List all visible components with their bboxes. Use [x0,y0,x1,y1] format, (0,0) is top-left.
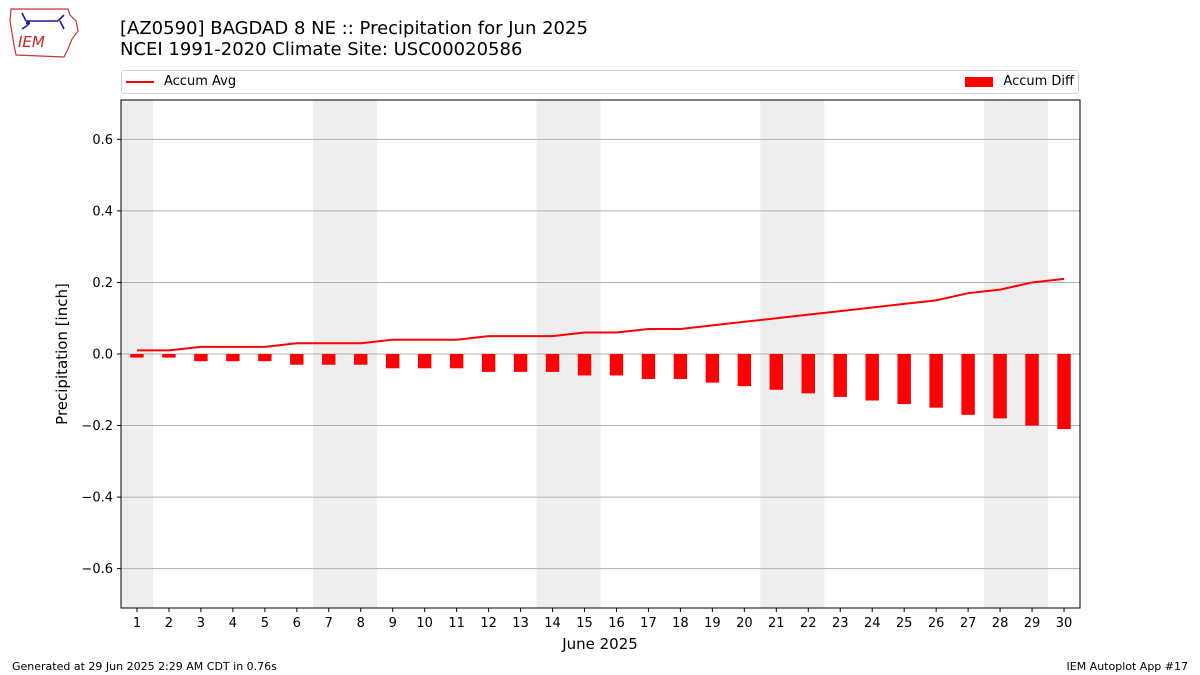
accum-diff-bar [162,354,176,358]
accum-diff-bar [258,354,272,362]
x-tick-label: 11 [448,616,465,631]
accum-diff-bar [737,354,752,387]
x-tick-label: 21 [768,616,785,631]
x-tick-label: 30 [1056,616,1073,631]
accum-diff-bar [226,354,240,362]
weather-station-icon [21,12,65,30]
y-tick-label: 0.0 [92,348,113,363]
y-tick-label: −0.2 [81,419,113,434]
x-tick-label: 9 [389,616,397,631]
x-tick-label: 14 [544,616,561,631]
accum-diff-bar [993,354,1007,419]
iem-logo: IEM [9,8,79,58]
x-axis-label: June 2025 [561,635,638,653]
x-tick-label: 22 [800,616,817,631]
x-tick-label: 5 [261,616,269,631]
svg-text:IEM: IEM [18,33,45,51]
chart-legend: Accum Avg Accum Diff [121,70,1079,94]
app-credit: IEM Autoplot App #17 [1066,660,1189,673]
x-tick-label: 17 [640,616,657,631]
legend-bar-swatch [965,76,994,87]
accum-diff-bar [1025,354,1039,426]
accum-diff-bar [130,354,144,358]
accum-diff-bar [1057,354,1071,430]
x-tick-label: 27 [960,616,977,631]
accum-diff-bar [897,354,911,405]
x-tick-label: 4 [229,616,237,631]
accum-diff-bar [865,354,879,401]
accum-diff-bar [481,354,496,372]
x-tick-label: 20 [736,616,753,631]
legend-label-accum-diff: Accum Diff [1003,74,1074,89]
x-tick-label: 6 [293,616,301,631]
x-tick-label: 18 [672,616,689,631]
x-tick-label: 26 [928,616,945,631]
accum-diff-bar [801,354,815,394]
accum-diff-bar [417,354,432,369]
x-tick-label: 8 [357,616,365,631]
accum-diff-bar [961,354,975,415]
legend-entry-accum-diff: Accum Diff [965,74,1074,89]
x-tick-label: 28 [992,616,1009,631]
legend-label-accum-avg: Accum Avg [164,74,237,89]
x-tick-label: 13 [512,616,529,631]
accum-diff-bars [130,354,1071,430]
y-tick-label: 0.6 [92,133,113,148]
accum-diff-bar [322,354,336,365]
x-tick-label: 7 [325,616,333,631]
x-tick-label: 10 [416,616,433,631]
y-tick-label: −0.6 [81,562,113,577]
x-axis: 1 2 3 4 5 6 7 8 9 10 11 12 13 14 15 16 17 18 19 20 21 22 23 24 2… [133,608,1072,631]
y-axis: −0.6 −0.4 −0.2 0.0 0.2 0.4 0.6 [81,133,121,577]
x-tick-label: 19 [704,616,721,631]
chart-title: [AZ0590] BAGDAD 8 NE :: Precipitation fo… [120,18,588,60]
accum-diff-bar [769,354,784,390]
legend-entry-accum-avg: Accum Avg [126,74,236,89]
accum-diff-bar [545,354,560,372]
accum-diff-bar [290,354,304,365]
x-tick-label: 24 [864,616,881,631]
y-axis-label: Precipitation [inch] [53,283,71,425]
accum-diff-bar [609,354,624,376]
accum-diff-bar [833,354,847,397]
x-tick-label: 2 [165,616,173,631]
x-tick-label: 3 [197,616,205,631]
accum-avg-line [136,277,1065,352]
accum-diff-bar [641,354,656,380]
legend-line-swatch [126,80,154,83]
x-tick-label: 15 [576,616,593,631]
x-tick-label: 16 [608,616,625,631]
accum-diff-bar [194,354,208,362]
accum-diff-bar [705,354,720,383]
accum-diff-bar [354,354,368,365]
accum-diff-bar [386,354,400,369]
accum-diff-bar [513,354,528,372]
accum-avg-series-line [136,277,1065,352]
accum-diff-bar [449,354,464,369]
title-line-2: NCEI 1991-2020 Climate Site: USC00020586 [120,39,523,60]
generated-timestamp: Generated at 29 Jun 2025 2:29 AM CDT in … [12,660,277,673]
x-tick-label: 23 [832,616,849,631]
accum-diff-bar [929,354,943,408]
y-tick-label: −0.4 [81,491,113,506]
accum-diff-bar [577,354,592,376]
x-tick-label: 1 [133,616,141,631]
x-tick-label: 29 [1024,616,1041,631]
y-tick-label: 0.4 [92,204,113,219]
accum-diff-bar [673,354,688,380]
title-line-1: [AZ0590] BAGDAD 8 NE :: Precipitation fo… [120,18,588,39]
x-tick-label: 25 [896,616,913,631]
grid-lines [121,138,1080,570]
y-tick-label: 0.2 [92,276,113,291]
x-tick-label: 12 [480,616,497,631]
